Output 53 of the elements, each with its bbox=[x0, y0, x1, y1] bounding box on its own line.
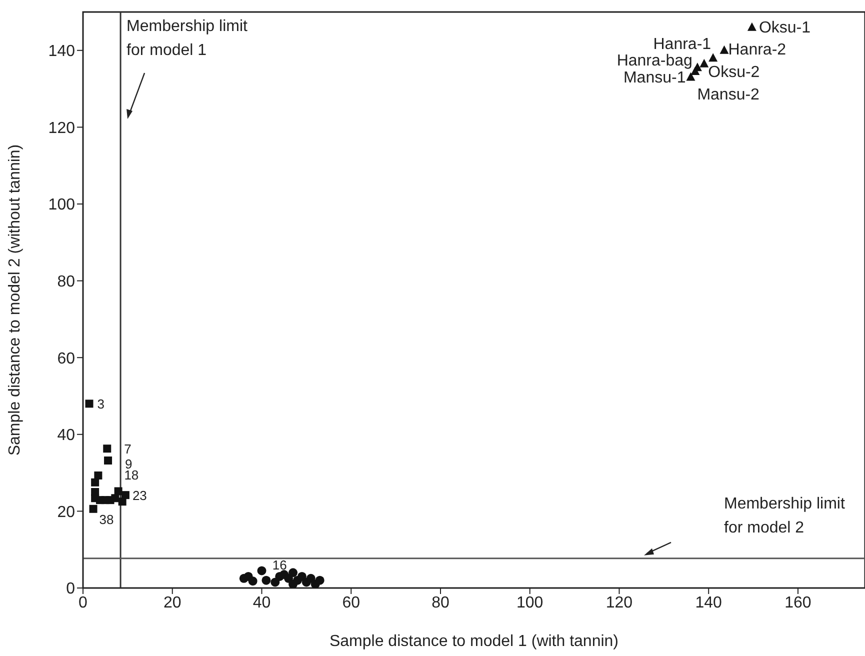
point bbox=[104, 456, 112, 465]
point bbox=[89, 504, 98, 513]
x-axis-title: Sample distance to model 1 (with tannin) bbox=[329, 633, 619, 650]
x-tick-label: 120 bbox=[606, 594, 633, 612]
point bbox=[686, 72, 696, 81]
point bbox=[720, 45, 729, 54]
point bbox=[85, 400, 94, 408]
annotation: Hanra-1 bbox=[653, 36, 712, 54]
y-tick-label: 80 bbox=[57, 273, 76, 290]
annotation: Mansu-1 bbox=[623, 69, 686, 86]
x-tick-label: 140 bbox=[695, 594, 722, 612]
point bbox=[114, 487, 122, 496]
annotation: Hanra-2 bbox=[728, 41, 786, 58]
annotation: Oksu-2 bbox=[708, 64, 760, 81]
annotation: 7 bbox=[124, 442, 132, 457]
y-tick-label: 40 bbox=[57, 427, 76, 444]
point bbox=[747, 22, 756, 31]
y-axis-title: Sample distance to model 2 (without tannin) bbox=[6, 144, 24, 456]
point bbox=[103, 444, 112, 453]
y-tick-label: 120 bbox=[48, 120, 76, 137]
point bbox=[297, 572, 306, 581]
annotation: 38 bbox=[99, 512, 114, 527]
ref-line-label: Membership limit for model 1 bbox=[126, 18, 248, 59]
point bbox=[288, 568, 298, 578]
annotation: 3 bbox=[97, 396, 104, 412]
point bbox=[262, 576, 271, 585]
y-tick-label: 140 bbox=[48, 43, 76, 60]
x-tick-label: 80 bbox=[432, 594, 450, 612]
x-tick-label: 0 bbox=[78, 594, 88, 612]
x-tick-label: 100 bbox=[516, 594, 544, 612]
x-tick-label: 40 bbox=[252, 594, 271, 612]
annotation: Oksu-1 bbox=[758, 19, 811, 36]
point bbox=[315, 576, 324, 585]
point bbox=[248, 576, 258, 586]
point bbox=[91, 478, 100, 486]
ref-line-label: Membership limit for model 2 bbox=[724, 495, 846, 536]
y-tick-label: 0 bbox=[66, 580, 76, 598]
point bbox=[257, 566, 266, 576]
point bbox=[708, 53, 718, 62]
annotation: 16 bbox=[272, 557, 287, 572]
y-tick-label: 20 bbox=[57, 504, 76, 521]
y-tick-label: 60 bbox=[57, 350, 76, 368]
y-tick-label: 100 bbox=[48, 196, 76, 214]
x-tick-label: 20 bbox=[163, 594, 182, 612]
point bbox=[700, 58, 709, 68]
annotation: 23 bbox=[132, 488, 147, 504]
x-tick-label: 160 bbox=[784, 594, 812, 612]
point bbox=[94, 471, 102, 480]
annotation: Mansu-2 bbox=[697, 86, 760, 104]
x-tick-label: 60 bbox=[342, 594, 360, 612]
annotation: Hanra-bag bbox=[616, 52, 692, 70]
annotation: 9 bbox=[125, 456, 132, 472]
point bbox=[690, 66, 700, 76]
